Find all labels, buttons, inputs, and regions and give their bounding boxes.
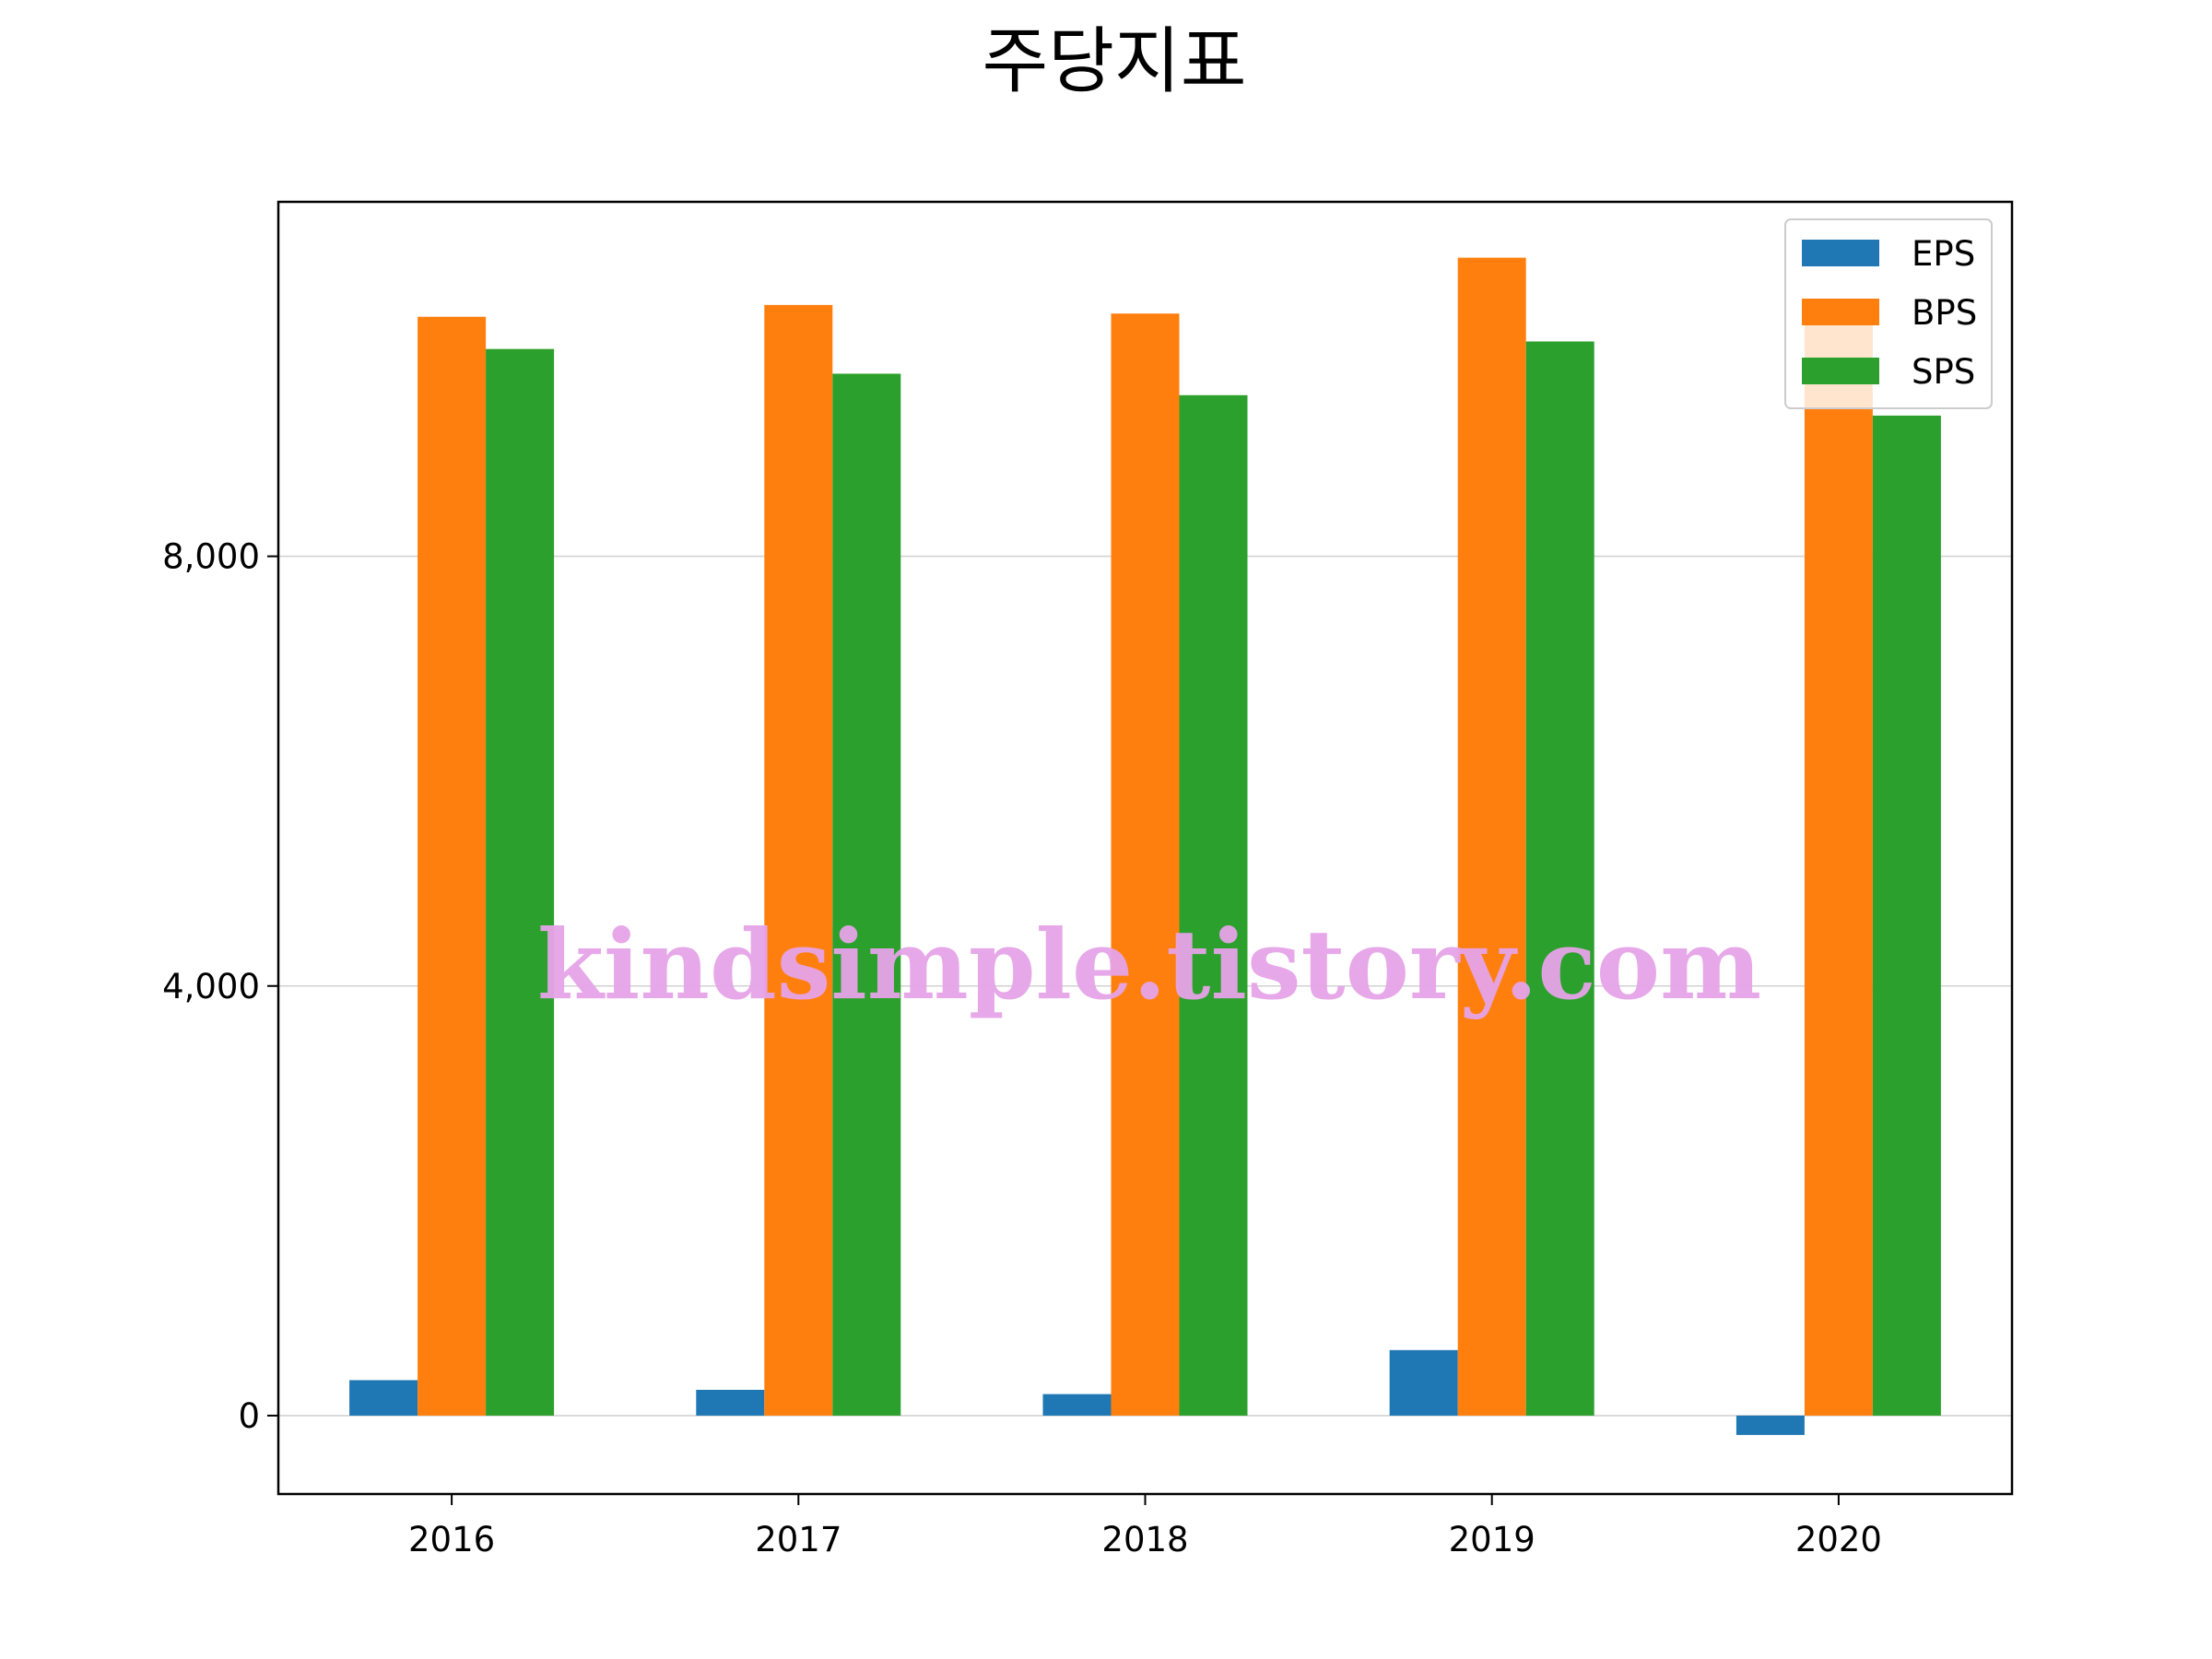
chart-title: 주당지표 xyxy=(982,20,1246,103)
bar-eps-2020 xyxy=(1735,1415,1805,1435)
legend-label-bps: BPS xyxy=(1912,293,1977,333)
x-tick-label: 2017 xyxy=(755,1520,841,1559)
x-axis: 2016 2017 2018 2019 2020 xyxy=(408,1494,1882,1559)
bar-sps-2017 xyxy=(832,373,901,1416)
bar-bps-2020 xyxy=(1804,313,1873,1416)
watermark: kindsimple.tistory.com xyxy=(537,908,1761,1021)
legend-label-eps: EPS xyxy=(1912,234,1975,274)
bar-sps-2020 xyxy=(1872,415,1941,1416)
bar-bps-2018 xyxy=(1111,313,1180,1416)
legend-swatch-bps xyxy=(1802,299,1879,325)
bar-eps-2019 xyxy=(1389,1349,1458,1416)
x-tick-label: 2018 xyxy=(1101,1520,1188,1559)
x-tick-label: 2020 xyxy=(1795,1520,1882,1559)
y-tick-label: 8,000 xyxy=(162,537,260,577)
bars xyxy=(349,257,1941,1435)
bar-sps-2018 xyxy=(1179,394,1248,1416)
bar-eps-2016 xyxy=(349,1380,418,1416)
y-tick-label: 4,000 xyxy=(162,967,260,1006)
legend-swatch-eps xyxy=(1802,240,1879,266)
x-tick-label: 2019 xyxy=(1449,1520,1535,1559)
bar-sps-2019 xyxy=(1525,341,1594,1416)
legend: EPS BPS SPS xyxy=(1784,218,1993,409)
legend-swatch-sps xyxy=(1802,358,1879,384)
bar-bps-2016 xyxy=(418,316,487,1416)
bar-eps-2017 xyxy=(696,1389,765,1416)
legend-label-sps: SPS xyxy=(1912,352,1975,392)
y-tick-label: 0 xyxy=(238,1396,260,1436)
x-tick-label: 2016 xyxy=(408,1520,495,1559)
bar-sps-2016 xyxy=(486,348,555,1416)
bar-bps-2017 xyxy=(764,304,833,1416)
bar-bps-2019 xyxy=(1457,257,1526,1416)
y-axis: 0 4,000 8,000 xyxy=(162,537,278,1436)
bar-eps-2018 xyxy=(1042,1394,1112,1416)
